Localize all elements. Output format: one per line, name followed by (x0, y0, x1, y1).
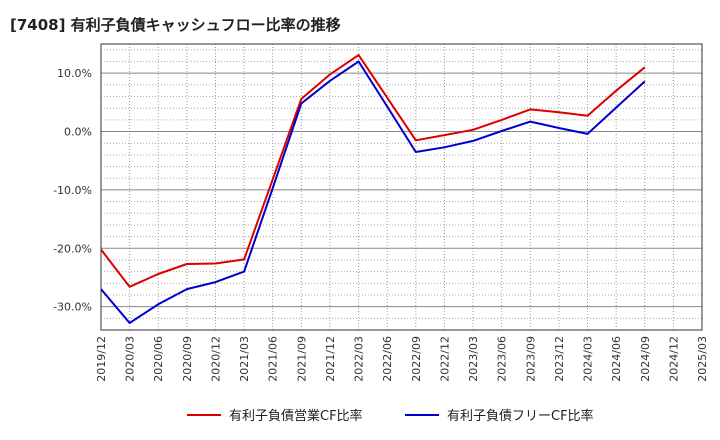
legend-label-1: 有利子負債営業CF比率 (229, 408, 363, 424)
x-tick-label: 2023/03 (467, 336, 480, 382)
y-tick-label: 10.0% (57, 67, 92, 80)
x-tick-label: 2020/12 (209, 336, 222, 382)
plot-area (101, 44, 702, 330)
chart-title: [7408] 有利子負債キャッシュフロー比率の推移 (10, 16, 341, 34)
y-tick-label: -10.0% (53, 184, 92, 197)
x-tick-label: 2021/12 (324, 336, 337, 382)
x-tick-label: 2023/09 (524, 336, 537, 382)
x-tick-label: 2022/06 (381, 336, 394, 382)
x-tick-label: 2022/12 (438, 336, 451, 382)
x-tick-label: 2023/12 (553, 336, 566, 382)
x-tick-label: 2020/06 (152, 336, 165, 382)
x-tick-label: 2019/12 (95, 336, 108, 382)
x-tick-label: 2023/06 (496, 336, 509, 382)
x-tick-label: 2021/09 (295, 336, 308, 382)
series-line-1 (100, 54, 646, 288)
x-tick-label: 2021/03 (238, 336, 251, 382)
x-tick-label: 2024/06 (610, 336, 623, 382)
y-tick-label: 0.0% (64, 126, 92, 139)
x-tick-label: 2024/09 (639, 336, 652, 382)
x-tick-label: 2022/03 (353, 336, 366, 382)
series-line-2 (100, 60, 646, 324)
legend-label-2: 有利子負債フリーCF比率 (447, 408, 594, 424)
x-tick-label: 2025/03 (696, 336, 709, 382)
y-tick-label: -20.0% (53, 242, 92, 255)
x-tick-label: 2024/12 (667, 336, 680, 382)
x-tick-label: 2024/03 (582, 336, 595, 382)
plot-frame (100, 43, 703, 331)
y-tick-label: -30.0% (53, 301, 92, 314)
x-tick-label: 2021/06 (267, 336, 280, 382)
x-tick-label: 2022/09 (410, 336, 423, 382)
x-tick-label: 2020/09 (181, 336, 194, 382)
x-tick-label: 2020/03 (124, 336, 137, 382)
